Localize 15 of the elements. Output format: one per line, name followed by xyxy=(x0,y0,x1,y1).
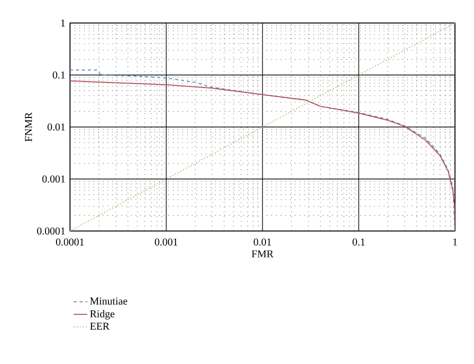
x-tick-label: 0.1 xyxy=(352,238,365,246)
y-tick-label: 0.0001 xyxy=(37,227,65,235)
y-tick-label: 0.001 xyxy=(42,175,65,183)
x-tick-label: 0.001 xyxy=(154,238,178,246)
y-tick-label: 1 xyxy=(61,20,65,26)
legend-label: EER xyxy=(90,322,110,330)
x-tick-label: 0.0001 xyxy=(56,238,84,246)
legend-label: Ridge xyxy=(90,310,114,320)
y-axis-title: FNMR xyxy=(25,112,32,142)
y-tick-label: 0.1 xyxy=(52,71,65,79)
x-tick-label: 1 xyxy=(453,238,457,246)
legend-label: Minutiae xyxy=(90,298,128,305)
y-tick-label: 0.01 xyxy=(48,123,65,131)
x-tick-label: 0.01 xyxy=(254,238,272,246)
x-axis-title: FMR xyxy=(252,250,274,258)
